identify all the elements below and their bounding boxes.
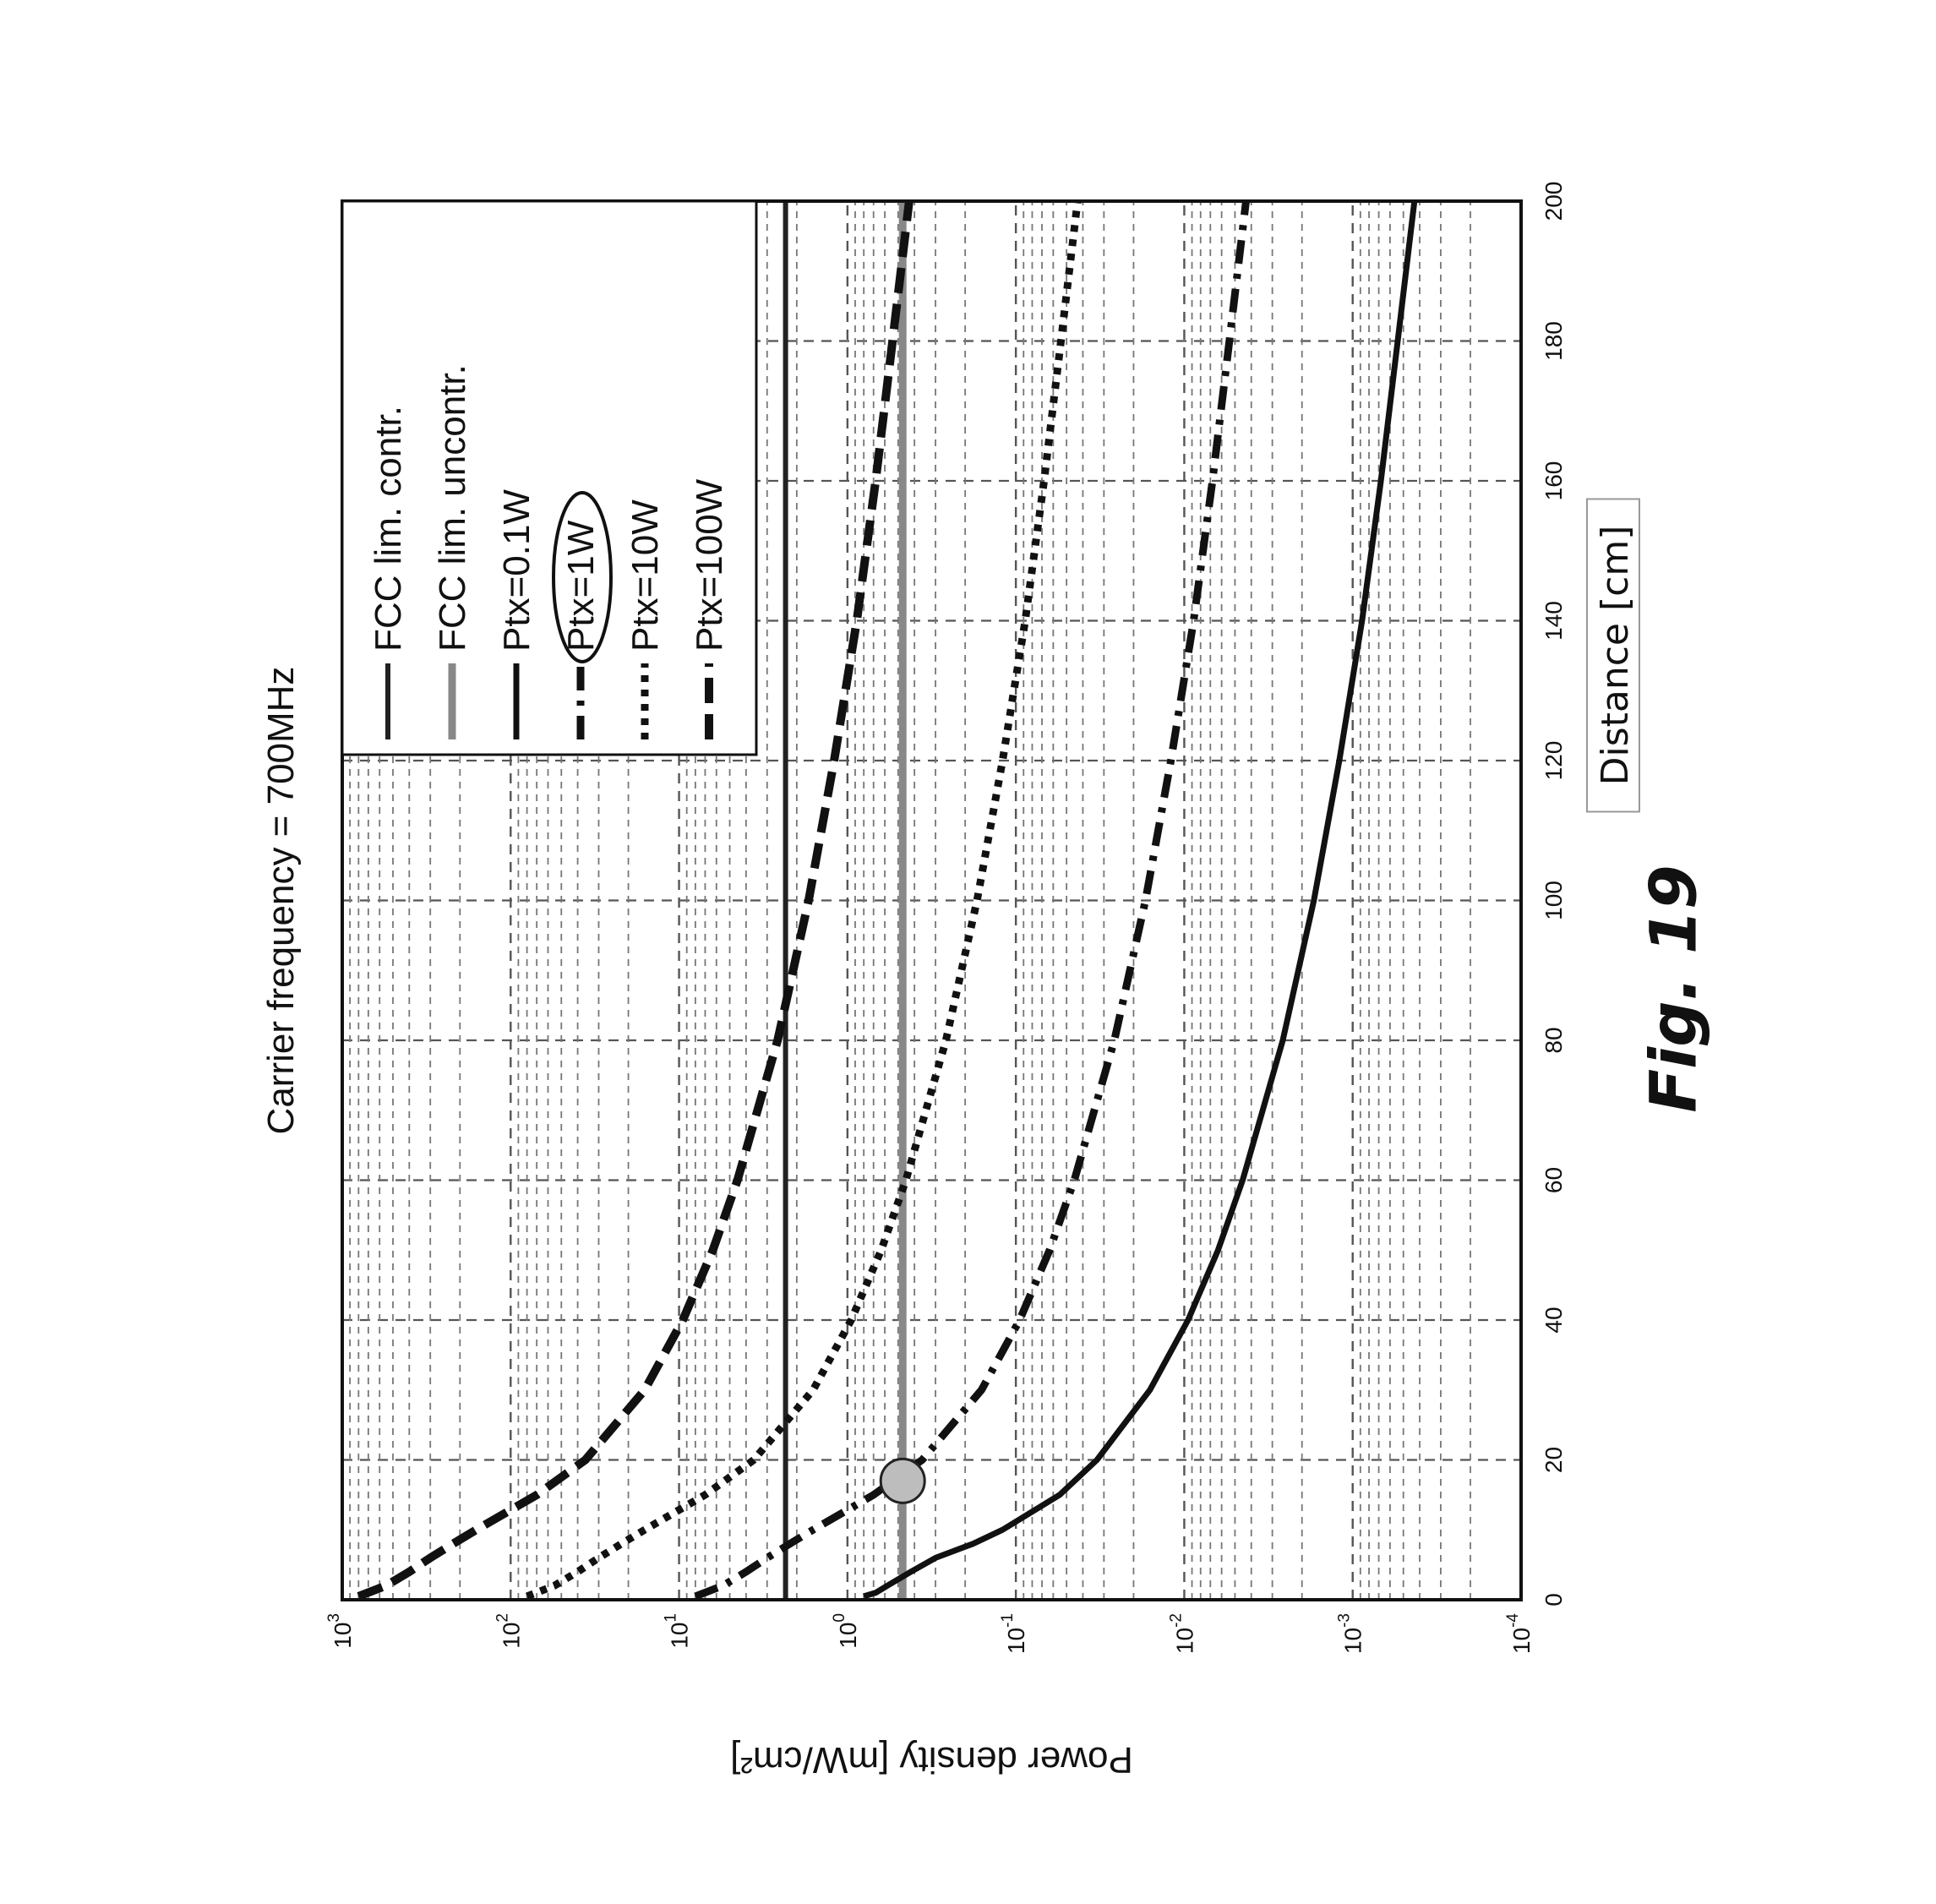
x-axis-label-box [1586,498,1640,813]
chart-title: Carrier frequency = 700MHz [260,667,302,1135]
y-tick-label: 102 [494,1613,524,1649]
figure-label: Fig. 19 [1635,865,1711,1113]
x-axis-label-group: Distance [cm] [1586,498,1640,813]
x-tick-label: 20 [1541,1447,1567,1473]
x-tick-label: 40 [1541,1307,1567,1333]
x-tick-label: 0 [1541,1593,1567,1607]
series-line-6 [357,200,913,1601]
series-line-5 [525,200,1082,1601]
legend-label-2: FCC lim. uncontr. [432,364,473,652]
legend-label-6: Ptx=100W [689,478,730,652]
y-tick-label: 10-3 [1336,1613,1366,1654]
x-tick-label: 140 [1541,601,1567,641]
y-tick-label: 10-4 [1504,1613,1535,1654]
y-tick-label: 10-1 [999,1613,1029,1654]
legend-label-3: Ptx=0.1W [496,489,537,652]
legend: FCC lim. contr. FCC lim. uncontr. Ptx=0.1W… [341,199,758,756]
plot-root: 0 20 40 60 80 100 120 140 160 180 200 103 102 101 100 1… [260,182,1640,1781]
x-tick-label: 160 [1541,461,1567,501]
plot-area: 0 20 40 60 80 100 120 140 160 180 200 103 102 101 100 1… [260,182,1640,1781]
legend-label-5: Ptx=10W [624,499,666,652]
x-tick-label: 60 [1541,1167,1567,1193]
legend-label-1: FCC lim. contr. [368,406,409,652]
x-tick-label: 100 [1541,881,1567,920]
legend-highlight-ellipse [552,491,613,663]
series-group [357,200,1418,1601]
y-axis-label: Power density [mW/cm²] [730,1739,1133,1781]
y-tick-label: 101 [663,1613,693,1649]
grid [342,201,1521,1600]
y-tick-label: 10-2 [1167,1613,1197,1654]
legend-box [341,199,758,756]
legend-label-4: Ptx=1W [560,520,602,652]
x-tick-label: 200 [1541,182,1567,221]
x-tick-label: 180 [1541,321,1567,361]
plot-frame [341,199,1523,1601]
x-axis-label: Distance [cm] [1594,526,1637,786]
x-tick-label: 80 [1541,1027,1567,1053]
annotation-marker [879,1457,926,1504]
y-tick-label: 103 [325,1613,356,1649]
series-line-3 [863,200,1418,1600]
y-tick-label: 100 [831,1613,861,1649]
x-tick-label: 120 [1541,741,1567,781]
